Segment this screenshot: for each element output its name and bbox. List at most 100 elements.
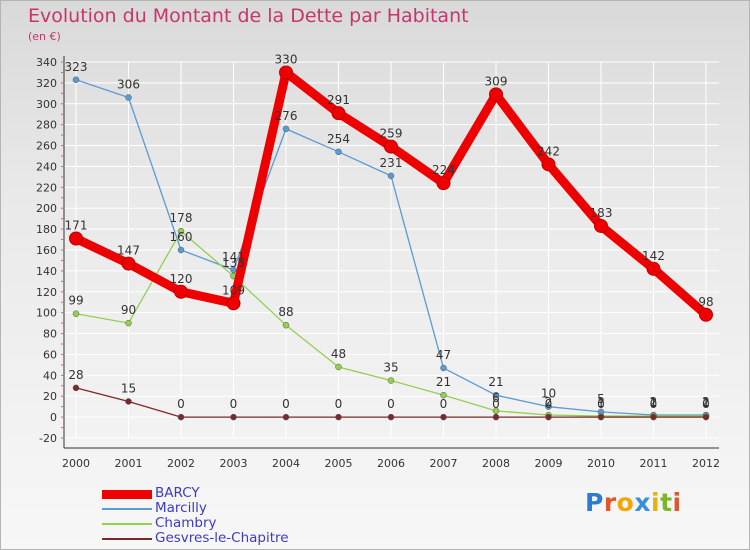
data-point-barcy: [541, 157, 556, 172]
proxiti-logo: Proxiti: [585, 488, 682, 517]
data-point-marcilly: [125, 94, 132, 101]
data-label-barcy: 142: [642, 249, 665, 263]
data-label-barcy: 98: [698, 295, 713, 309]
chart-title: Evolution du Montant de la Dette par Hab…: [28, 5, 469, 27]
legend-swatch-marcilly: [102, 508, 152, 510]
data-label-chambry: 1: [597, 396, 605, 410]
data-point-barcy: [226, 296, 241, 311]
data-point-gesvres-le-chapitre: [230, 413, 237, 421]
data-label-chambry: 1: [650, 396, 658, 410]
logo-letter: i: [672, 488, 682, 517]
y-tick-label: 180: [36, 223, 57, 236]
data-point-gesvres-le-chapitre: [125, 398, 132, 405]
data-label-barcy: 309: [485, 74, 508, 88]
data-label-barcy: 183: [590, 206, 613, 220]
data-point-gesvres-le-chapitre: [335, 413, 342, 421]
y-tick-label: 200: [36, 202, 57, 215]
y-tick-label: 220: [36, 181, 57, 194]
data-label-gesvres-le-chapitre: 0: [545, 397, 553, 411]
data-label-gesvres-le-chapitre: 0: [597, 397, 605, 411]
logo-letter: x: [634, 488, 651, 517]
data-label-gesvres-le-chapitre: 0: [177, 397, 185, 411]
data-point-barcy: [174, 284, 188, 299]
data-point-gesvres-le-chapitre: [72, 384, 80, 392]
data-label-marcilly: 141: [222, 250, 245, 264]
data-point-gesvres-le-chapitre: [650, 413, 657, 421]
data-label-chambry: 178: [170, 211, 193, 225]
data-label-marcilly: 254: [327, 132, 350, 146]
data-point-chambry: [72, 310, 80, 317]
y-tick-label: 80: [43, 328, 57, 341]
y-tick-label: 100: [36, 307, 57, 320]
data-label-chambry: 90: [121, 303, 136, 317]
data-point-chambry: [177, 227, 185, 235]
x-tick-label: 2004: [272, 457, 300, 470]
logo-letter: P: [585, 488, 604, 517]
data-point-gesvres-le-chapitre: [387, 413, 395, 421]
data-point-chambry: [125, 319, 132, 327]
y-tick-label: 240: [36, 160, 57, 173]
data-label-marcilly: 231: [380, 156, 403, 170]
data-point-gesvres-le-chapitre: [597, 413, 605, 421]
x-tick-label: 2008: [482, 457, 510, 470]
x-tick-label: 2012: [692, 457, 720, 470]
data-label-chambry: 6: [492, 391, 500, 405]
data-point-barcy: [699, 307, 713, 322]
data-label-gesvres-le-chapitre: 0: [492, 397, 500, 411]
y-tick-label: 340: [36, 56, 57, 69]
data-point-chambry: [440, 391, 447, 399]
data-point-marcilly: [545, 403, 552, 410]
data-label-barcy: 259: [380, 127, 403, 141]
data-label-barcy: 171: [65, 219, 88, 233]
data-label-gesvres-le-chapitre: 0: [230, 397, 238, 411]
data-point-barcy: [646, 261, 661, 276]
data-label-gesvres-le-chapitre: 28: [68, 368, 83, 382]
legend-label-chambry: Chambry: [155, 515, 217, 531]
legend-swatch-barcy: [102, 490, 152, 499]
x-tick-label: 2006: [377, 457, 405, 470]
axes: -200204060801001201401601802002202402602…: [36, 56, 720, 470]
y-tick-label: 300: [36, 98, 57, 111]
data-point-barcy: [279, 65, 293, 80]
y-tick-label: 140: [36, 265, 57, 278]
x-tick-label: 2009: [535, 457, 563, 470]
x-tick-label: 2010: [587, 457, 615, 470]
data-label-marcilly: 160: [170, 230, 193, 244]
data-label-gesvres-le-chapitre: 0: [387, 397, 395, 411]
data-label-gesvres-le-chapitre: 0: [440, 397, 448, 411]
x-tick-label: 2000: [62, 457, 90, 470]
data-label-marcilly: 2: [702, 395, 710, 409]
data-point-marcilly: [492, 391, 500, 399]
x-tick-label: 2003: [220, 457, 248, 470]
data-point-marcilly: [177, 246, 185, 254]
y-tick-label: 320: [36, 77, 57, 90]
data-point-marcilly: [72, 76, 80, 84]
logo-letter: t: [660, 488, 673, 517]
data-label-chambry: 35: [383, 361, 398, 375]
y-tick-label: 160: [36, 244, 57, 257]
data-point-chambry: [492, 407, 500, 415]
data-point-barcy: [121, 256, 136, 271]
data-label-chambry: 21: [436, 375, 451, 389]
data-label-barcy: 291: [327, 93, 350, 107]
data-label-barcy: 109: [222, 283, 245, 297]
data-point-chambry: [335, 363, 342, 371]
data-label-barcy: 224: [432, 163, 455, 177]
data-label-marcilly: 2: [650, 395, 658, 409]
y-tick-label: 60: [43, 348, 57, 361]
logo-letter: i: [651, 488, 661, 517]
legend-label-marcilly: Marcilly: [155, 500, 207, 516]
x-tick-label: 2001: [115, 457, 143, 470]
y-tick-label: 120: [36, 286, 57, 299]
data-point-gesvres-le-chapitre: [492, 413, 500, 421]
data-point-barcy: [331, 106, 346, 121]
legend-swatch-gesvres: [102, 538, 152, 540]
data-point-chambry: [387, 377, 395, 384]
data-point-gesvres-le-chapitre: [177, 413, 185, 421]
data-label-marcilly: 47: [436, 348, 451, 362]
data-label-gesvres-le-chapitre: 0: [335, 397, 343, 411]
data-point-marcilly: [440, 364, 447, 372]
data-point-marcilly: [282, 125, 290, 133]
